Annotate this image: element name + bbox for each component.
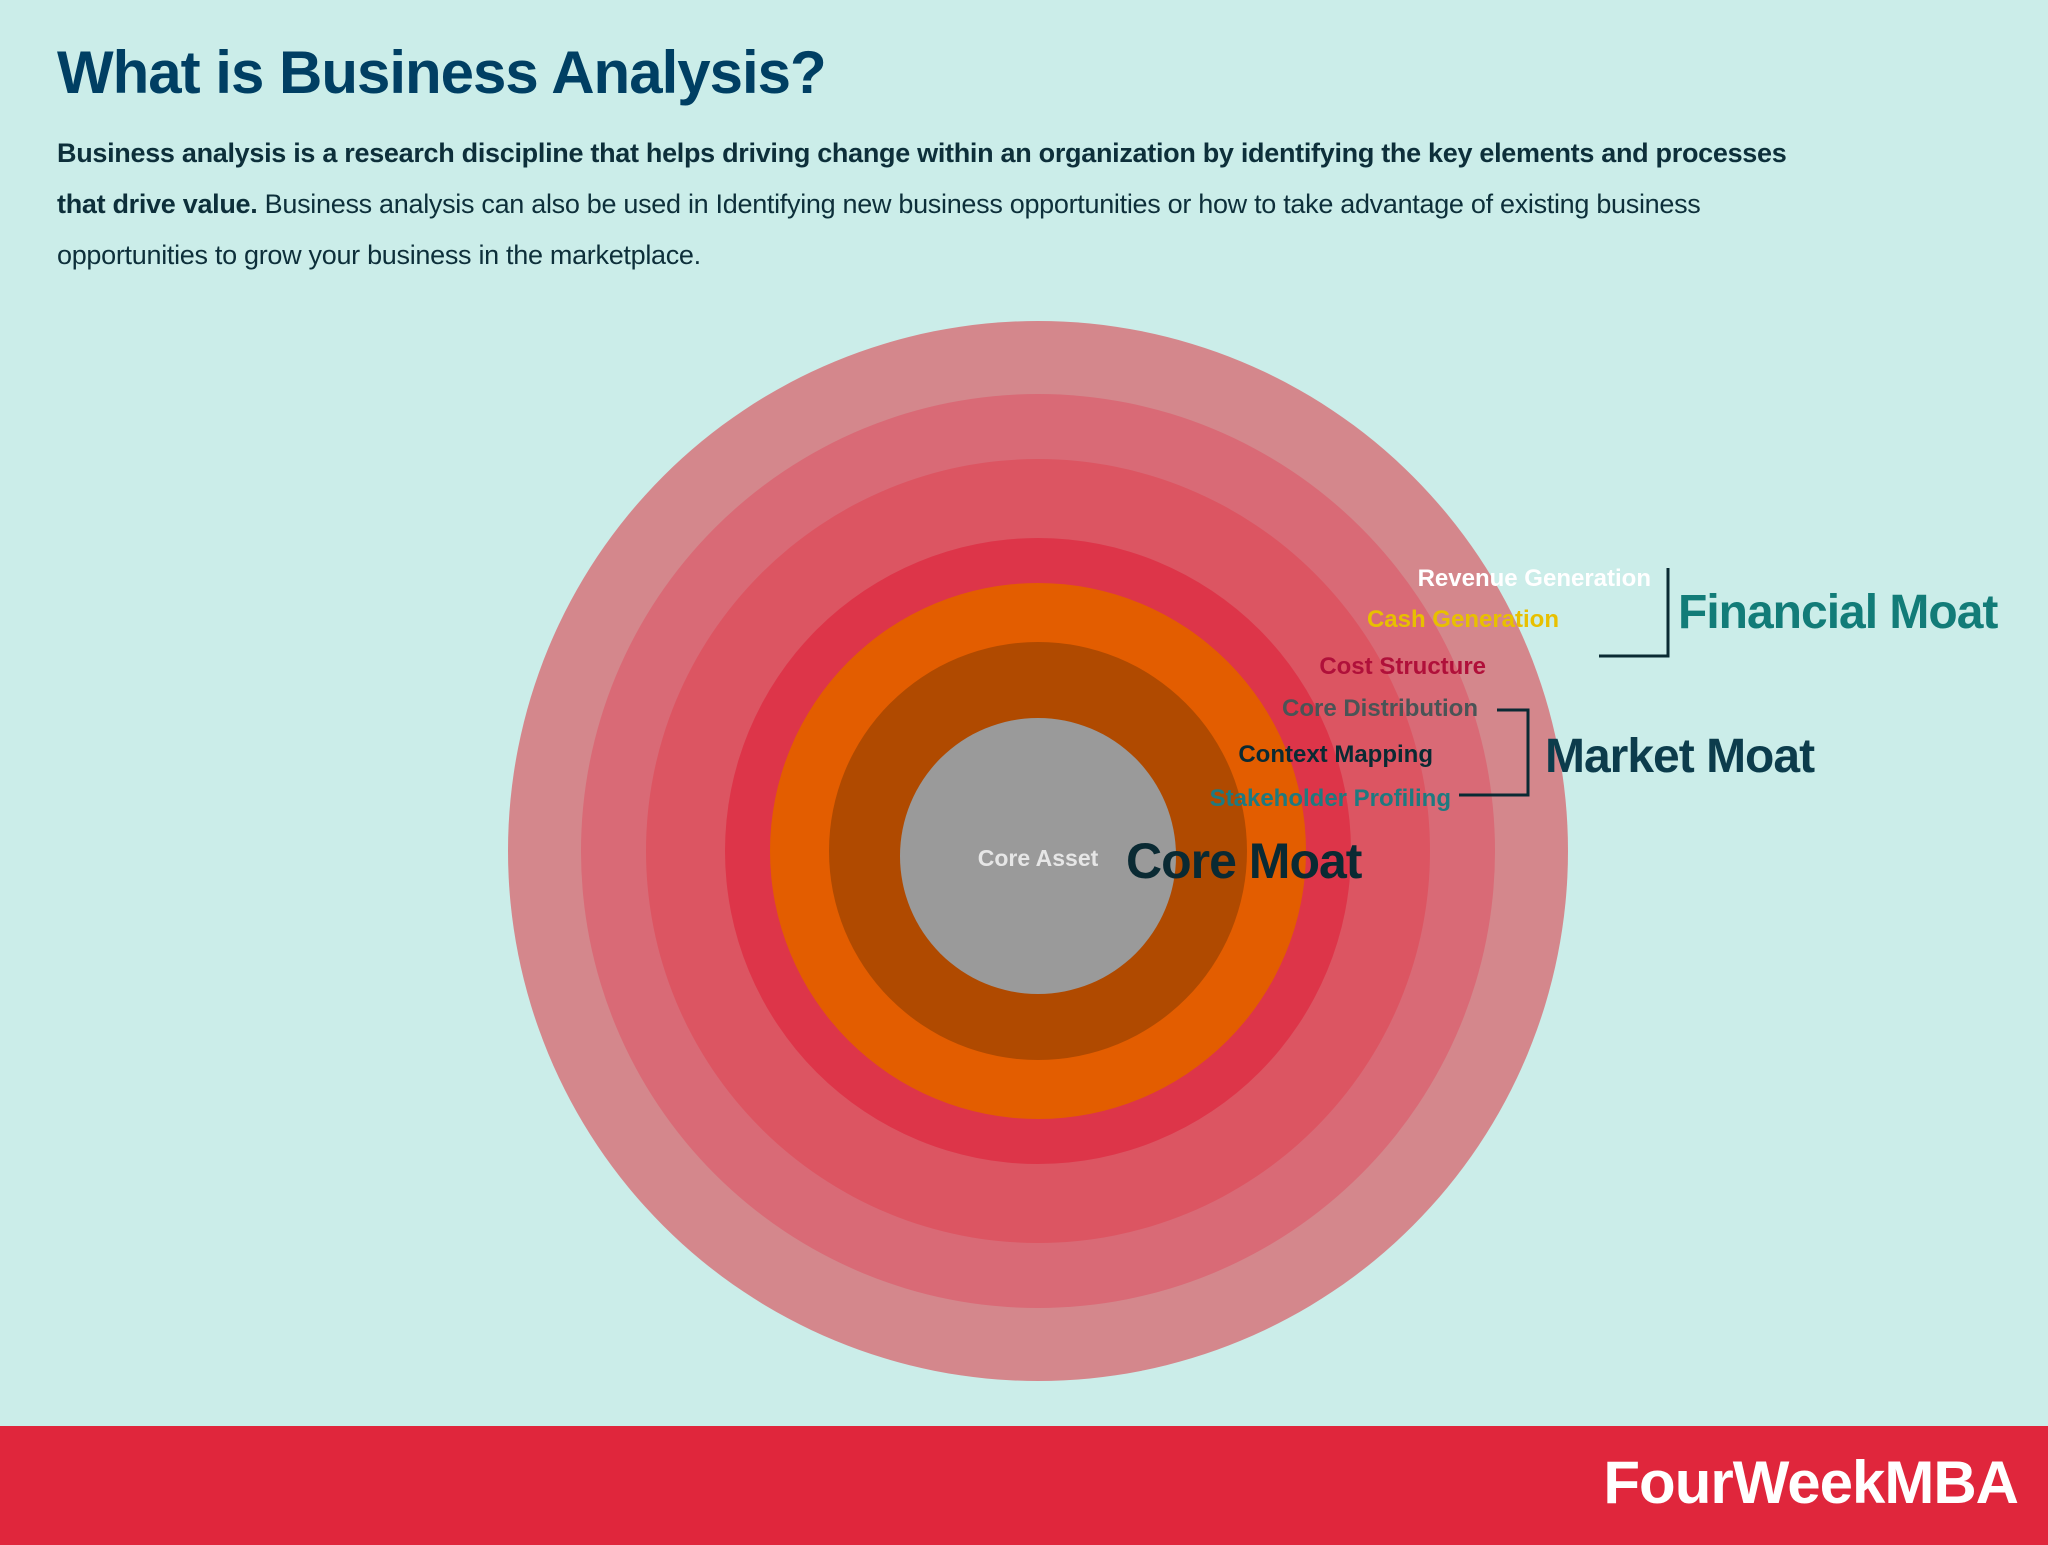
- layer-cash-generation: Cash Generation: [1367, 606, 1559, 633]
- core-asset-circle: [900, 718, 1176, 994]
- concentric-rings: [508, 321, 1568, 1381]
- footer-bar: FourWeekMBA: [0, 1426, 2048, 1545]
- market-moat-bracket: [1459, 708, 1530, 797]
- layer-revenue-generation: Revenue Generation: [1418, 565, 1651, 592]
- financial-moat-bracket: [1599, 568, 1670, 658]
- description-bold: Business analysis is a research discipli…: [57, 138, 1787, 219]
- layer-context-mapping: Context Mapping: [1238, 741, 1433, 768]
- brand-logo: FourWeekMBA: [1603, 1449, 2019, 1516]
- core-asset-label: Core Asset: [978, 845, 1099, 871]
- core-moat-label: Core Moat: [1126, 833, 1363, 889]
- layer-core-distribution: Core Distribution: [1282, 695, 1478, 722]
- page-title: What is Business Analysis?: [57, 39, 827, 106]
- financial-moat-label: Financial Moat: [1678, 586, 1998, 639]
- description-rest: Business analysis can also be used in Id…: [57, 189, 1701, 270]
- description: Business analysis is a research discipli…: [57, 128, 1817, 281]
- layer-cost-structure: Cost Structure: [1319, 653, 1486, 680]
- layer-stakeholder-profiling: Stakeholder Profiling: [1210, 785, 1451, 812]
- market-moat-label: Market Moat: [1545, 730, 1815, 783]
